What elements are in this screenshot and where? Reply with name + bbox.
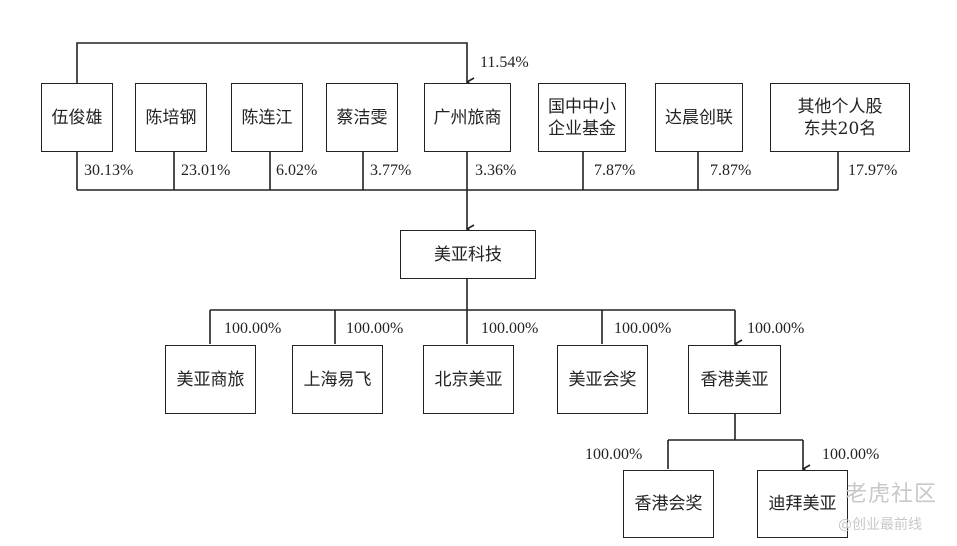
hk-bus-line bbox=[668, 413, 803, 441]
subsidiary-pct: 100.00% bbox=[224, 320, 282, 337]
subsidiary-bus-line bbox=[210, 278, 735, 311]
shareholder-pct: 7.87% bbox=[594, 162, 636, 179]
shareholder-box: 陈培钢 bbox=[135, 83, 207, 152]
subsidiary-box: 上海易飞 bbox=[292, 345, 383, 414]
indirect-link-line bbox=[76, 42, 467, 83]
hk-subsidiary-box: 迪拜美亚 bbox=[757, 470, 848, 538]
shareholder-pct: 30.13% bbox=[84, 162, 134, 179]
subsidiary-box: 北京美亚 bbox=[423, 345, 514, 414]
subsidiary-pct: 100.00% bbox=[481, 320, 539, 337]
shareholder-box: 广州旅商 bbox=[424, 83, 511, 152]
company-box: 美亚科技 bbox=[400, 230, 536, 279]
shareholder-box: 蔡洁雯 bbox=[326, 83, 398, 152]
subsidiary-box: 美亚会奖 bbox=[557, 345, 648, 414]
subsidiary-box: 美亚商旅 bbox=[165, 345, 256, 414]
subsidiary-box: 香港美亚 bbox=[688, 345, 781, 414]
shareholder-pct: 6.02% bbox=[276, 162, 318, 179]
subsidiary-pct: 100.00% bbox=[614, 320, 672, 337]
subsidiary-pct: 100.00% bbox=[747, 320, 805, 337]
shareholder-box: 达晨创联 bbox=[655, 83, 743, 152]
shareholder-pct: 17.97% bbox=[848, 162, 898, 179]
shareholder-pct: 23.01% bbox=[181, 162, 231, 179]
shareholder-box: 陈连江 bbox=[231, 83, 303, 152]
subsidiary-pct: 100.00% bbox=[346, 320, 404, 337]
shareholder-box: 国中中小企业基金 bbox=[538, 83, 626, 152]
shareholder-pct: 7.87% bbox=[710, 162, 752, 179]
indirect-pct-label: 11.54% bbox=[480, 54, 529, 71]
hk-subsidiary-box: 香港会奖 bbox=[623, 470, 714, 538]
shareholder-box: 伍俊雄 bbox=[41, 83, 113, 152]
watermark-brand: 老虎社区 bbox=[845, 482, 938, 507]
watermark-author: @创业最前线 bbox=[838, 517, 922, 533]
shareholder-pct: 3.36% bbox=[475, 162, 517, 179]
shareholder-box: 其他个人股东共20名 bbox=[770, 83, 910, 152]
hk-subsidiary-pct: 100.00% bbox=[585, 446, 643, 463]
shareholder-pct: 3.77% bbox=[370, 162, 412, 179]
hk-subsidiary-pct: 100.00% bbox=[822, 446, 880, 463]
